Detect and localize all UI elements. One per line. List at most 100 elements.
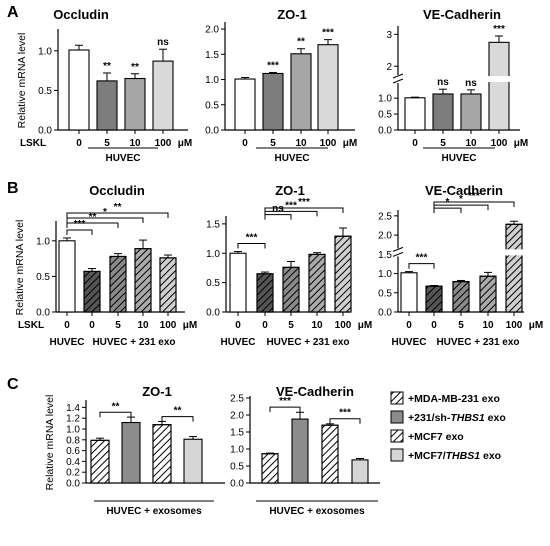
- unit-label: μM: [514, 138, 528, 149]
- x-tick-label: 5: [270, 138, 276, 149]
- y-tick-label: 1.0: [205, 75, 219, 86]
- significance-label: ns: [272, 204, 284, 215]
- y-tick-label: 0.5: [378, 288, 392, 299]
- y-tick-label: 0.0: [206, 308, 220, 319]
- legend-label-text: +MCF7/: [408, 450, 446, 462]
- y-tick-label: 0.8: [66, 435, 80, 446]
- x-tick-label: 100: [320, 138, 337, 149]
- x-tick-label: 5: [288, 320, 294, 331]
- chart-C-7: ZO-1 0.00.20.40.60.81.01.21.4 Relative mRN…: [44, 384, 225, 517]
- x-tick-label: 5: [458, 320, 464, 331]
- y-tick-label: 1.0: [38, 46, 52, 57]
- bar: [400, 272, 418, 313]
- significance-label: ***: [339, 408, 351, 419]
- bar-hatch: [261, 453, 279, 484]
- axis-break-mark: [392, 246, 404, 252]
- chart-C-8: VE-Cadherin 0.0 0.5 1.0 1.5 2.0 2.5 HUVEC + exo…: [230, 384, 380, 517]
- y-tick-label: 1.4: [66, 403, 80, 414]
- significance-label: ***: [74, 219, 86, 230]
- chart-B-4: Occludin 0.0 0.5 1.0 Relative mRNA level 0 0 5 1…: [14, 183, 197, 348]
- comparison-bracket: [66, 212, 169, 218]
- axis-break-mark: [392, 78, 404, 84]
- y-tick-label: 0.5: [230, 462, 244, 473]
- bar: [351, 459, 369, 484]
- bar: [124, 77, 146, 131]
- legend-label-suffix: exo: [480, 450, 501, 462]
- legend-label-suffix: exo: [485, 412, 506, 424]
- chart-B-6: VE-Cadherin 0.0 0.5 1.0 1.5 2.0 2.5 0 0 5 10 100 μM H…: [378, 183, 543, 348]
- group-label: HUVEC: [49, 337, 84, 348]
- x-tick-label: 10: [311, 320, 323, 331]
- axis-break-mark: [392, 251, 404, 257]
- x-tick-label: 0: [406, 320, 412, 331]
- bar-hatch: [109, 255, 127, 313]
- significance-label: ***: [246, 232, 258, 243]
- panel-label: B: [7, 180, 19, 197]
- y-axis-label: Relative mRNA level: [16, 33, 28, 129]
- chart-title: Occludin: [89, 183, 145, 198]
- y-tick-label: 0.5: [38, 86, 52, 97]
- charts-layer: Occludin 0.0 0.5 1.0 Relative mRNA level 0 ** 5…: [14, 7, 543, 517]
- significance-label: ***: [416, 253, 428, 264]
- panel-label: A: [7, 4, 19, 21]
- y-tick-label: 0.5: [206, 278, 220, 289]
- bar: [68, 49, 90, 131]
- bar-hatch: [134, 248, 152, 313]
- y-tick-label: 2.5: [230, 394, 244, 405]
- bar-hatch: [83, 270, 101, 313]
- bar: [183, 438, 203, 484]
- axis-break-gap: [393, 75, 403, 83]
- comparison-bracket: [329, 418, 361, 424]
- comparison-bracket: [433, 201, 515, 207]
- chart-A-3: VE-Cadherin 0.0 0.5 1.0 2 3 0 ns 5 ns 10 *** 100 μM HU…: [378, 7, 528, 164]
- significance-label: **: [112, 401, 120, 412]
- significance-label: **: [131, 62, 139, 73]
- significance-label: **: [174, 406, 182, 417]
- y-tick-label: 0.5: [36, 272, 50, 283]
- bar: [291, 418, 309, 484]
- chart-title: VE-Cadherin: [423, 7, 501, 22]
- group-label: HUVEC: [441, 153, 476, 164]
- bar-hatch: [425, 285, 443, 313]
- bar-hatch: [256, 273, 274, 313]
- y-tick-label: 1.5: [205, 50, 219, 61]
- y-tick-label: 1.0: [206, 249, 220, 260]
- x-tick-label: 5: [104, 138, 110, 149]
- y-tick-label: 2.0: [230, 411, 244, 422]
- bar-hatch: [159, 257, 177, 313]
- y-tick-label: 0.0: [378, 308, 392, 319]
- significance-label: ***: [298, 197, 310, 208]
- axis-break-mark: [392, 73, 404, 79]
- bar: [460, 93, 482, 131]
- y-tick-label: 2: [386, 62, 392, 73]
- chart-title: VE-Cadherin: [425, 183, 503, 198]
- comparison-bracket: [66, 229, 93, 235]
- x-tick-label: 100: [160, 320, 177, 331]
- chart-B-5: ZO-1 0.0 0.5 1.0 1.5 0 0 5 10 100 μM HUVEC HUVEC + 2…: [206, 183, 372, 348]
- comparison-bracket: [264, 210, 318, 217]
- legend-label: +231/sh-THBS1 exo: [408, 412, 506, 424]
- bar: [152, 60, 174, 131]
- significance-label: ***: [285, 200, 297, 211]
- y-tick-label: 0.0: [38, 126, 52, 137]
- x-tick-label: 100: [506, 320, 523, 331]
- y-tick-label: 0.4: [66, 457, 80, 468]
- chart-title: Occludin: [53, 7, 109, 22]
- unit-label: μM: [178, 138, 192, 149]
- significance-label: ns: [465, 78, 477, 89]
- x-tick-label: 5: [115, 320, 121, 331]
- y-tick-label: 0.6: [66, 446, 80, 457]
- bar: [96, 80, 118, 131]
- y-axis-label: Relative mRNA level: [44, 395, 56, 491]
- panel-label: C: [7, 376, 19, 393]
- significance-label: **: [114, 202, 122, 213]
- y-tick-label: 1.2: [66, 414, 80, 425]
- comparison-bracket: [433, 204, 489, 211]
- x-tick-label: 0: [412, 138, 418, 149]
- significance-label: ***: [279, 396, 291, 407]
- bar: [121, 421, 141, 484]
- y-tick-label: 1.5: [230, 428, 244, 439]
- x-tick-label: 0: [64, 320, 70, 331]
- bar-hatch: [90, 439, 110, 484]
- unit-label: μM: [358, 320, 372, 331]
